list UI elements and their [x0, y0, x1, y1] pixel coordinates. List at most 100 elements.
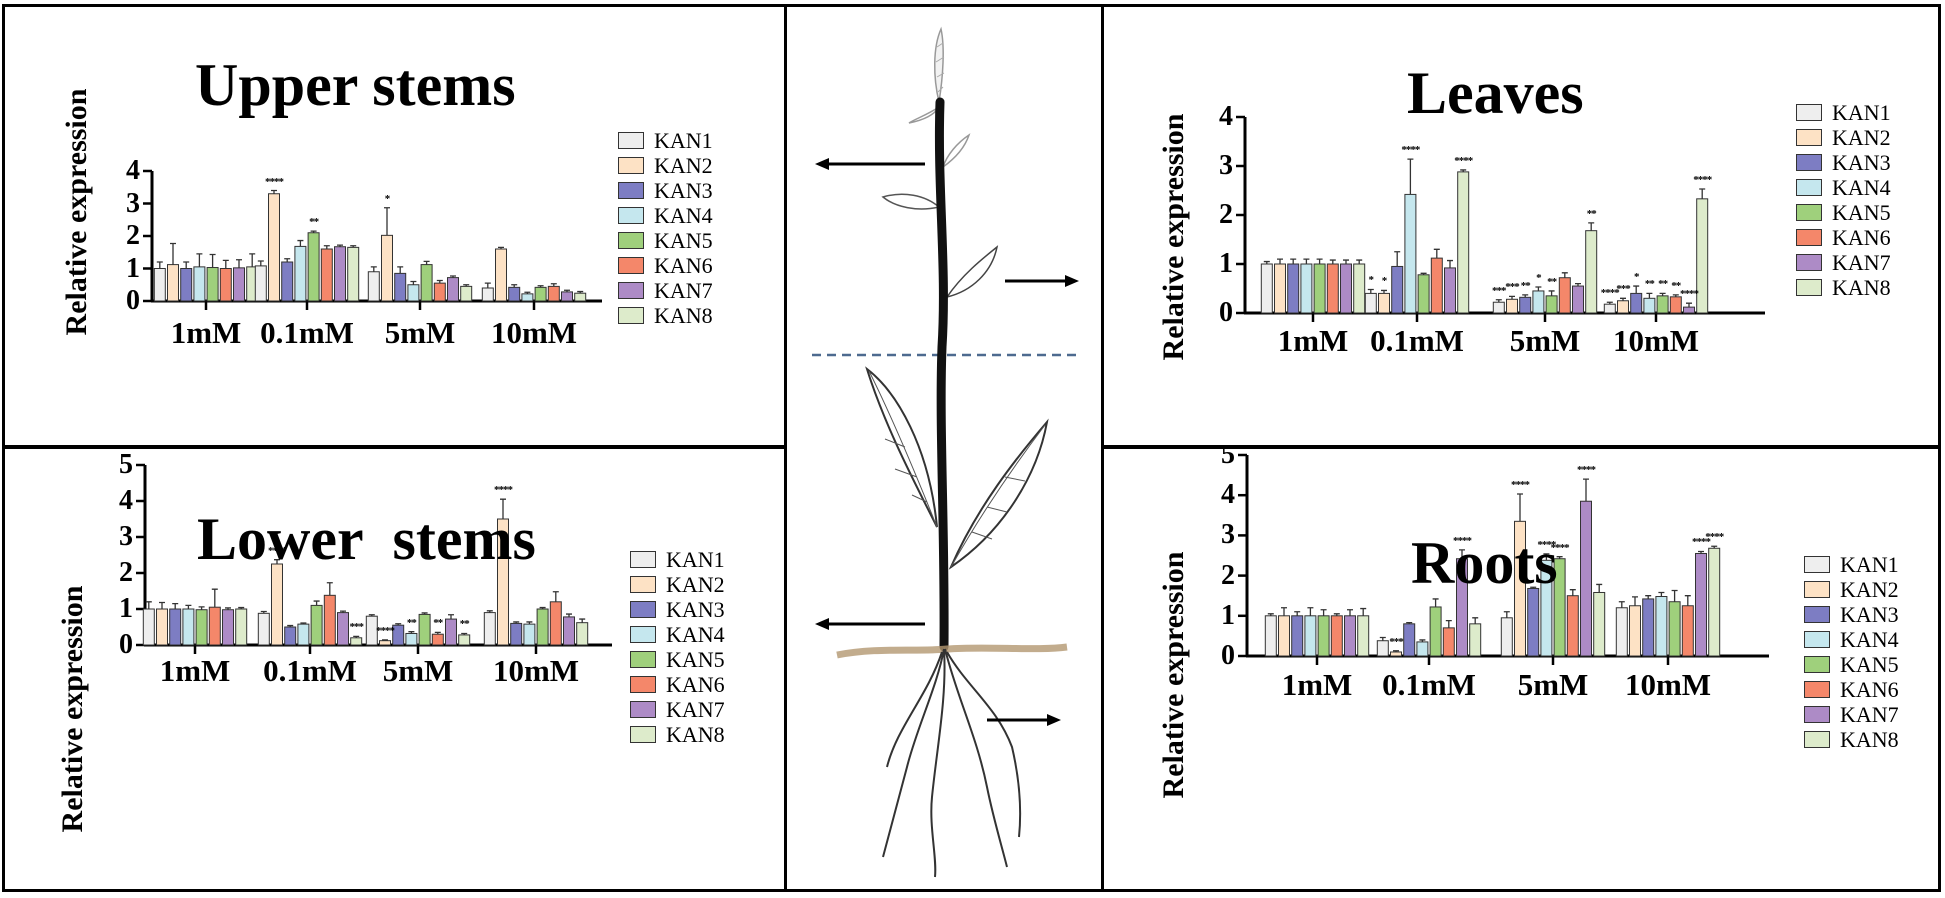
- error-bar: [1419, 639, 1426, 642]
- error-bar: [436, 279, 443, 284]
- legend: KAN1 KAN2 KAN3 KAN4 KAN5 KAN6 KAN7 KAN8: [1796, 100, 1891, 300]
- bar-kan2-0_1mM: [1390, 651, 1402, 657]
- error-bar: [1671, 589, 1678, 602]
- error-bar: [145, 601, 152, 609]
- bar-kan4-10mM: [1655, 596, 1668, 657]
- y-tick-label: 2: [1219, 199, 1233, 230]
- error-bar: [1406, 621, 1413, 624]
- legend-label: KAN2: [666, 571, 725, 597]
- error-bar: [486, 610, 493, 613]
- error-bar: [537, 285, 544, 288]
- significance-mark: ****: [1511, 478, 1530, 491]
- error-bar: [1561, 272, 1568, 278]
- error-bar: [1588, 222, 1595, 231]
- error-bar: [408, 631, 415, 634]
- bar-kan2-5mM: [1506, 298, 1518, 314]
- bar-kan6-5mM: [433, 282, 446, 302]
- error-bar: [209, 253, 216, 268]
- significance-mark: ****: [494, 484, 513, 497]
- error-bar: [1303, 258, 1310, 264]
- bar-kan5-10mM: [536, 608, 549, 646]
- significance-mark: ****: [1680, 288, 1699, 301]
- error-bar: [423, 260, 430, 265]
- bar-kan8-5mM: [460, 285, 473, 302]
- bar-kan5-5mM: [420, 264, 433, 302]
- bar-kan6-10mM: [549, 601, 562, 646]
- bar-kan6-1mM: [219, 268, 232, 302]
- significance-mark: *: [1381, 275, 1387, 288]
- legend-item-kan2: KAN2: [630, 572, 725, 597]
- x-category-label: 5mM: [1517, 667, 1589, 702]
- legend-label: KAN4: [666, 621, 725, 647]
- plant-roots: [882, 648, 1022, 878]
- bar-kan1-1mM: [153, 268, 166, 302]
- bar-kan1-5mM: [1500, 617, 1513, 657]
- bar-kan1-10mM: [483, 612, 496, 646]
- error-bar: [1307, 607, 1314, 616]
- bar-kan7-10mM: [563, 616, 575, 646]
- error-bar: [340, 610, 346, 613]
- significance-mark: **: [1644, 278, 1655, 291]
- legend-item-kan2: KAN2: [1796, 125, 1891, 150]
- legend-swatch: [1796, 179, 1822, 196]
- leaf-upper-small: [908, 106, 940, 124]
- legend-item-kan8: KAN8: [618, 303, 713, 328]
- y-tick-label: 1: [119, 593, 133, 624]
- legend-item-kan1: KAN1: [618, 128, 713, 153]
- legend-swatch: [1796, 254, 1822, 271]
- bar-kan7-0_1mM: [337, 612, 349, 646]
- bar-kan2-1mM: [1274, 263, 1286, 314]
- error-bar: [1583, 478, 1589, 502]
- legend-item-kan2: KAN2: [618, 153, 713, 178]
- error-bar: [382, 639, 388, 641]
- error-bar: [1347, 609, 1353, 616]
- error-bar: [1658, 591, 1665, 597]
- bar-kan1-10mM: [481, 287, 494, 302]
- error-bar: [500, 498, 506, 519]
- significance-mark: *: [384, 192, 390, 205]
- significance-mark: ****: [1401, 144, 1420, 157]
- significance-mark: **: [433, 617, 443, 630]
- legend-label: KAN4: [654, 202, 713, 228]
- error-bar: [1394, 251, 1401, 267]
- error-bar: [238, 606, 245, 609]
- bar-kan1-0_1mM: [257, 612, 270, 646]
- legend-label: KAN4: [1832, 174, 1891, 200]
- y-tick-label: 4: [119, 485, 133, 516]
- error-bar: [1290, 258, 1297, 264]
- bar-kan8-10mM: [1708, 547, 1721, 657]
- significance-mark: ****: [1453, 534, 1472, 547]
- significance-mark: **: [1671, 279, 1681, 292]
- bar-kan2-1mM: [1278, 615, 1290, 657]
- bar-kan8-0_1mM: [347, 246, 360, 302]
- error-bar: [461, 632, 468, 635]
- legend-swatch: [1796, 229, 1822, 246]
- significance-mark: **: [1586, 207, 1597, 220]
- bar-kan1-1mM: [1264, 615, 1277, 657]
- bar-kan3-5mM: [394, 272, 407, 302]
- bar-kan1-0_1mM: [254, 265, 267, 302]
- x-category-label: 5mM: [384, 315, 456, 350]
- leaf-right-lower: [948, 418, 1049, 570]
- bar-kan8-5mM: [1585, 230, 1598, 314]
- legend-label: KAN1: [1832, 99, 1891, 125]
- bar-kan5-0_1mM: [1429, 606, 1442, 657]
- legend-label: KAN5: [666, 646, 725, 672]
- error-bar: [274, 559, 280, 564]
- y-tick-label: 4: [1219, 101, 1233, 132]
- error-bar: [384, 207, 390, 236]
- legend-swatch: [618, 157, 644, 174]
- chart-title: Roots: [1411, 530, 1558, 596]
- error-bar: [1343, 259, 1349, 264]
- leaf-left-lower-vein: [868, 370, 938, 528]
- bar-kan7-5mM: [1572, 285, 1584, 314]
- bar-kan1-0_1mM: [1376, 640, 1389, 657]
- bar-kan3-1mM: [1287, 263, 1300, 314]
- significance-mark: *: [1633, 271, 1639, 284]
- error-bar: [484, 282, 491, 288]
- bar-kan6-0_1mM: [320, 248, 333, 302]
- bar-kan3-5mM: [392, 624, 405, 646]
- bar-kan3-10mM: [508, 286, 521, 302]
- arrow-right-icon: [987, 714, 1061, 726]
- bar-kan6-1mM: [1330, 615, 1343, 657]
